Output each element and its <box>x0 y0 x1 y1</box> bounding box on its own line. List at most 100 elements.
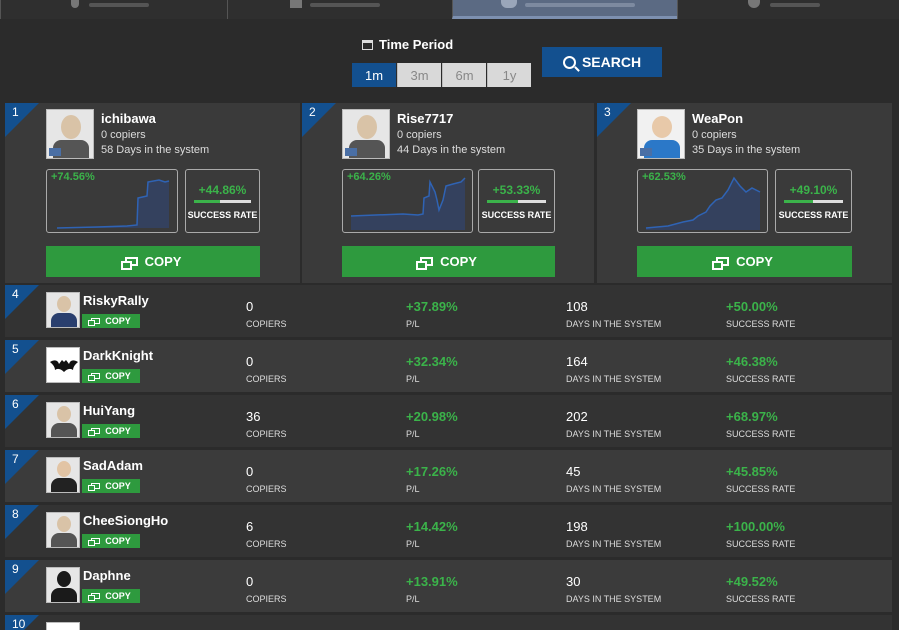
pl-value: +20.98% <box>406 409 458 424</box>
days-value: 198 <box>566 519 588 534</box>
tab-3[interactable] <box>452 0 677 19</box>
success-rate-value: +68.97% <box>726 409 778 424</box>
copy-button[interactable]: COPY <box>637 246 852 277</box>
copy-button[interactable]: COPY <box>82 534 140 548</box>
table-row[interactable]: 8 CheeSiongHo COPY 6 COPIERS +14.42% P/L… <box>5 505 892 557</box>
copiers-value: 0 <box>246 574 254 589</box>
copiers-label: COPIERS <box>246 484 287 494</box>
pl-value: +32.34% <box>406 354 458 369</box>
trader-copiers: 0 copiers <box>101 129 146 141</box>
success-rate-label: SUCCESS RATE <box>187 210 258 220</box>
tab-2[interactable] <box>227 0 452 19</box>
success-rate-bar <box>194 200 251 203</box>
trader-name[interactable]: HuiYang <box>83 403 136 418</box>
avatar <box>46 347 80 383</box>
success-rate-box: +53.33% SUCCESS RATE <box>478 169 555 233</box>
table-row[interactable]: 4 RiskyRally COPY 0 COPIERS +37.89% P/L … <box>5 285 892 337</box>
success-rate-box: +49.10% SUCCESS RATE <box>775 169 852 233</box>
avatar <box>46 109 94 159</box>
table-row[interactable]: 10 <box>5 615 892 630</box>
copy-icon <box>120 257 138 270</box>
rank-number: 7 <box>12 452 19 466</box>
tab-4[interactable] <box>677 0 899 19</box>
success-rate-label: SUCCESS RATE <box>726 319 796 329</box>
days-value: 45 <box>566 464 581 479</box>
copiers-value: 36 <box>246 409 261 424</box>
top-trader-card: 2 Rise7717 0 copiers 44 Days in the syst… <box>302 103 594 283</box>
copy-button[interactable]: COPY <box>82 314 140 328</box>
copy-button[interactable]: COPY <box>342 246 555 277</box>
period-3m-button[interactable]: 3m <box>397 63 441 87</box>
pl-value: +14.42% <box>406 519 458 534</box>
search-button[interactable]: SEARCH <box>542 47 662 77</box>
rank-badge <box>597 103 631 137</box>
table-row[interactable]: 9 Daphne COPY 0 COPIERS +13.91% P/L 30 D… <box>5 560 892 612</box>
success-rate-value: +53.33% <box>492 183 541 197</box>
days-label: DAYS IN THE SYSTEM <box>566 319 662 329</box>
success-rate-label: SUCCESS RATE <box>726 539 796 549</box>
copy-button[interactable]: COPY <box>82 479 140 493</box>
success-rate-value: +100.00% <box>726 519 785 534</box>
performance-sparkline <box>56 179 170 229</box>
rank-number: 6 <box>12 397 19 411</box>
copiers-value: 0 <box>246 299 254 314</box>
days-value: 108 <box>566 299 588 314</box>
top-trader-card: 1 ichibawa 0 copiers 58 Days in the syst… <box>5 103 300 283</box>
days-label: DAYS IN THE SYSTEM <box>566 429 662 439</box>
copy-button[interactable]: COPY <box>46 246 260 277</box>
tab-1-icon <box>71 0 79 8</box>
days-value: 202 <box>566 409 588 424</box>
days-label: DAYS IN THE SYSTEM <box>566 594 662 604</box>
tab-2-icon <box>290 0 302 8</box>
pl-label: P/L <box>406 319 420 329</box>
trader-name[interactable]: SadAdam <box>83 458 143 473</box>
period-1m-button[interactable]: 1m <box>352 63 396 87</box>
rank-badge <box>5 615 39 630</box>
days-label: DAYS IN THE SYSTEM <box>566 484 662 494</box>
top-tab-bar <box>0 0 899 19</box>
table-row[interactable]: 6 HuiYang COPY 36 COPIERS +20.98% P/L 20… <box>5 395 892 447</box>
performance-chart: +64.26% <box>342 169 473 233</box>
table-row[interactable]: 5 DarkKnight COPY 0 COPIERS +32.34% P/L … <box>5 340 892 392</box>
rank-badge <box>5 103 39 137</box>
rank-badge <box>5 285 39 319</box>
copy-icon <box>88 483 101 491</box>
rank-number: 2 <box>309 105 316 119</box>
success-rate-value: +45.85% <box>726 464 778 479</box>
time-period-label: Time Period <box>362 37 453 52</box>
copy-icon <box>88 593 101 601</box>
success-rate-label: SUCCESS RATE <box>481 210 552 220</box>
copy-button[interactable]: COPY <box>82 424 140 438</box>
pl-label: P/L <box>406 429 420 439</box>
trader-name[interactable]: ichibawa <box>101 111 156 126</box>
pl-value: +37.89% <box>406 299 458 314</box>
trader-name[interactable]: RiskyRally <box>83 293 149 308</box>
rank-badge <box>302 103 336 137</box>
days-value: 30 <box>566 574 581 589</box>
pl-value: +13.91% <box>406 574 458 589</box>
success-rate-label: SUCCESS RATE <box>778 210 849 220</box>
copiers-value: 0 <box>246 354 254 369</box>
period-1y-button[interactable]: 1y <box>487 63 531 87</box>
trader-name[interactable]: DarkKnight <box>83 348 154 363</box>
success-rate-label: SUCCESS RATE <box>726 374 796 384</box>
rank-number: 8 <box>12 507 19 521</box>
avatar <box>46 567 80 603</box>
period-6m-button[interactable]: 6m <box>442 63 486 87</box>
copy-button[interactable]: COPY <box>82 589 140 603</box>
trader-name[interactable]: Rise7717 <box>397 111 454 126</box>
copy-button[interactable]: COPY <box>82 369 140 383</box>
rank-badge <box>5 340 39 374</box>
trader-copiers: 0 copiers <box>692 129 737 141</box>
trader-days: 44 Days in the system <box>397 144 506 156</box>
performance-chart: +74.56% <box>46 169 178 233</box>
avatar <box>46 292 80 328</box>
trader-name[interactable]: Daphne <box>83 568 131 583</box>
pl-percent: +62.53% <box>642 171 686 183</box>
trader-name[interactable]: CheeSiongHo <box>83 513 169 528</box>
table-row[interactable]: 7 SadAdam COPY 0 COPIERS +17.26% P/L 45 … <box>5 450 892 502</box>
tab-1[interactable] <box>0 0 227 19</box>
trader-name[interactable]: WeaPon <box>692 111 744 126</box>
tab-4-search-icon <box>748 0 760 8</box>
success-rate-label: SUCCESS RATE <box>726 429 796 439</box>
